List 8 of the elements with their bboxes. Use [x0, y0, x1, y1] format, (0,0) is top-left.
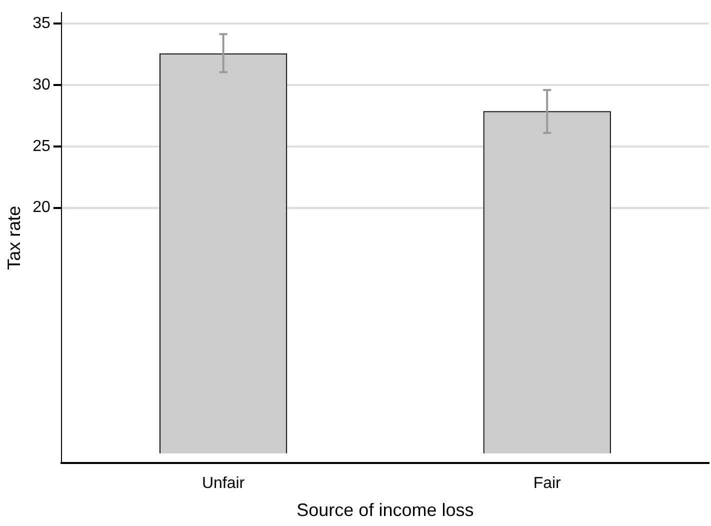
x-tick-label: Unfair: [202, 475, 246, 492]
y-tick-label: 25: [32, 138, 50, 155]
y-tick-label: 20: [32, 199, 50, 216]
y-axis-title: Tax rate: [4, 206, 24, 270]
y-tick-label: 35: [32, 15, 50, 32]
y-tick-label: 30: [32, 76, 50, 94]
x-tick-label: Fair: [533, 475, 562, 492]
x-axis-title: Source of income loss: [296, 500, 474, 520]
